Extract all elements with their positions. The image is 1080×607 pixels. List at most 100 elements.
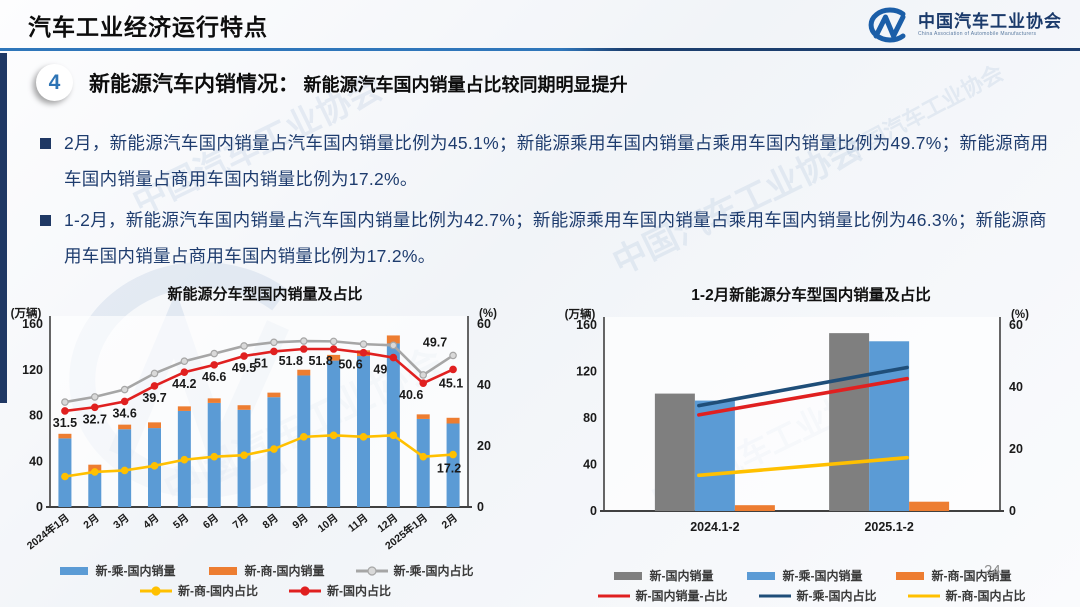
- legend-label: 新-乘-国内占比: [393, 564, 474, 578]
- svg-text:160: 160: [576, 318, 597, 332]
- svg-text:40.6: 40.6: [399, 388, 423, 402]
- svg-text:8月: 8月: [261, 512, 281, 532]
- svg-text:49.7: 49.7: [423, 335, 447, 349]
- left-chart-legend: 新-乘-国内销量 新-商-国内销量 新-乘-国内占比新-商-国内占比 新-国内占比: [6, 562, 524, 599]
- bullet-text: 2月，新能源汽车国内销量占汽车国内销量比例为45.1%；新能源乘用车国内销量占乘…: [64, 133, 1049, 189]
- svg-text:49.5: 49.5: [232, 361, 256, 375]
- svg-text:40: 40: [583, 458, 597, 472]
- svg-text:11月: 11月: [346, 512, 370, 535]
- svg-text:9月: 9月: [290, 512, 310, 532]
- svg-text:120: 120: [22, 363, 43, 377]
- svg-text:(%): (%): [479, 308, 497, 320]
- legend-label: 新-国内销量: [649, 569, 714, 583]
- svg-text:60: 60: [477, 317, 491, 331]
- bullet-text: 1-2月，新能源汽车国内销量占汽车国内销量比例为42.7%；新能源乘用车国内销量…: [64, 209, 1047, 266]
- page-title: 汽车工业经济运行特点: [28, 14, 268, 40]
- right-chart-legend: 新-国内销量 新-乘-国内销量 新-商-国内销量 新-国内销量-占比 新-乘-国内占比新…: [552, 567, 1070, 604]
- svg-text:51.8: 51.8: [279, 354, 303, 368]
- svg-text:40: 40: [477, 378, 491, 392]
- legend-label: 新-商-国内占比: [178, 584, 258, 598]
- svg-text:40: 40: [1009, 380, 1023, 394]
- svg-text:80: 80: [29, 409, 43, 423]
- svg-text:5月: 5月: [171, 512, 191, 532]
- svg-text:0: 0: [590, 504, 597, 518]
- bullet-square-icon: [40, 138, 51, 149]
- svg-text:160: 160: [22, 317, 43, 331]
- bullet-item: 1-2月，新能源汽车国内销量占汽车国内销量比例为42.7%；新能源乘用车国内销量…: [40, 203, 1054, 275]
- legend-row: 新-国内销量 新-乘-国内销量 新-商-国内销量: [611, 567, 1012, 584]
- caam-logo-mark-icon: [868, 7, 906, 43]
- svg-text:6月: 6月: [201, 512, 221, 532]
- section-title: 新能源汽车内销情况：: [89, 72, 299, 96]
- svg-text:10月: 10月: [316, 512, 341, 535]
- legend-row: 新-商-国内占比 新-国内占比: [139, 582, 391, 599]
- legend-item: 新-商-国内占比: [139, 582, 258, 599]
- legend-label: 新-国内占比: [327, 584, 391, 598]
- svg-text:2024.1-2: 2024.1-2: [690, 520, 739, 534]
- legend-label: 新-商-国内销量: [244, 564, 325, 578]
- section-subtitle: 新能源汽车国内销量占比较同期明显提升: [303, 74, 628, 95]
- svg-text:0: 0: [477, 500, 484, 514]
- svg-text:3月: 3月: [111, 512, 131, 532]
- svg-text:80: 80: [583, 411, 597, 425]
- bullet-list: 2月，新能源汽车国内销量占汽车国内销量比例为45.1%；新能源乘用车国内销量占乘…: [40, 126, 1054, 280]
- svg-text:0: 0: [36, 500, 43, 514]
- section-number-badge: 4: [36, 64, 73, 101]
- legend-label: 新-乘-国内占比: [796, 589, 877, 603]
- legend-label: 新-商-国内占比: [945, 589, 1026, 603]
- legend-label: 新-乘-国内销量: [782, 569, 863, 583]
- svg-text:40: 40: [29, 454, 43, 468]
- legend-row: 新-国内销量-占比 新-乘-国内占比 新-商-国内占比: [597, 587, 1026, 604]
- svg-text:50.6: 50.6: [338, 358, 362, 372]
- svg-text:34.6: 34.6: [112, 406, 136, 420]
- page-number: 24: [984, 562, 1001, 579]
- svg-text:20: 20: [1009, 442, 1023, 456]
- legend-row: 新-乘-国内销量 新-商-国内销量 新-乘-国内占比: [57, 562, 474, 579]
- svg-text:20: 20: [477, 439, 491, 453]
- svg-text:2月: 2月: [440, 512, 460, 532]
- svg-text:7月: 7月: [231, 512, 251, 532]
- legend-item: 新-乘-国内销量: [57, 562, 176, 579]
- svg-text:2025.1-2: 2025.1-2: [864, 520, 913, 534]
- svg-text:60: 60: [1009, 318, 1023, 332]
- legend-item: 新-乘-国内销量: [744, 567, 863, 584]
- legend-item: 新-国内销量: [611, 567, 714, 584]
- svg-text:(万辆): (万辆): [565, 307, 596, 321]
- legend-item: 新-国内销量-占比: [597, 587, 728, 604]
- svg-text:44.2: 44.2: [172, 377, 196, 391]
- bullet-item: 2月，新能源汽车国内销量占汽车国内销量比例为45.1%；新能源乘用车国内销量占乘…: [40, 126, 1054, 198]
- svg-text:51: 51: [254, 356, 268, 370]
- logo-name: 中国汽车工业协会: [918, 11, 1062, 31]
- svg-text:31.5: 31.5: [53, 416, 77, 430]
- caam-logo: 中国汽车工业协会 China Association of Automobile…: [854, 5, 1062, 45]
- section-heading: 4 新能源汽车内销情况： 新能源汽车国内销量占比较同期明显提升: [36, 64, 627, 101]
- legend-item: 新-乘-国内占比: [355, 562, 474, 579]
- legend-label: 新-商-国内销量: [931, 569, 1012, 583]
- legend-item: 新-商-国内销量: [893, 567, 1012, 584]
- right-chart-title: 1-2月新能源分车型国内销量及占比: [691, 287, 931, 304]
- bullet-square-icon: [40, 214, 51, 226]
- logo-caption: China Association of Automobile Manufact…: [918, 31, 1037, 38]
- svg-text:2024年1月: 2024年1月: [24, 511, 72, 552]
- legend-item: 新-乘-国内占比: [758, 587, 877, 604]
- svg-text:(万辆): (万辆): [11, 306, 42, 320]
- legend-item: 新-商-国内销量: [206, 562, 325, 579]
- header-divider: [0, 48, 1080, 51]
- svg-text:45.1: 45.1: [439, 376, 463, 390]
- svg-text:49: 49: [373, 363, 387, 377]
- svg-text:0: 0: [1009, 504, 1016, 518]
- legend-label: 新-国内销量-占比: [635, 589, 728, 603]
- svg-text:51.8: 51.8: [308, 354, 332, 368]
- svg-text:39.7: 39.7: [142, 391, 166, 405]
- legend-item: 新-商-国内占比: [907, 587, 1026, 604]
- svg-text:(%): (%): [1011, 309, 1029, 321]
- left-chart-canvas: 0 40 80 120 160 0 20 40 60 (万辆) (%) 31.5 32.7 34.6 39.…: [11, 306, 497, 552]
- svg-text:17.2: 17.2: [437, 462, 461, 476]
- svg-text:120: 120: [576, 365, 597, 379]
- svg-text:46.6: 46.6: [202, 370, 226, 384]
- svg-text:32.7: 32.7: [83, 412, 107, 426]
- ytd-nev-chart: 1-2月新能源分车型国内销量及占比 0 40 80 120 160 0 20 40 60 (万辆)…: [552, 283, 1070, 604]
- right-chart-canvas: 0 40 80 120 160 0 20 40 60 (万辆) (%) 2024.1-2 2025.1-…: [565, 307, 1029, 534]
- legend-item: 新-国内占比: [288, 582, 391, 599]
- legend-label: 新-乘-国内销量: [95, 564, 176, 578]
